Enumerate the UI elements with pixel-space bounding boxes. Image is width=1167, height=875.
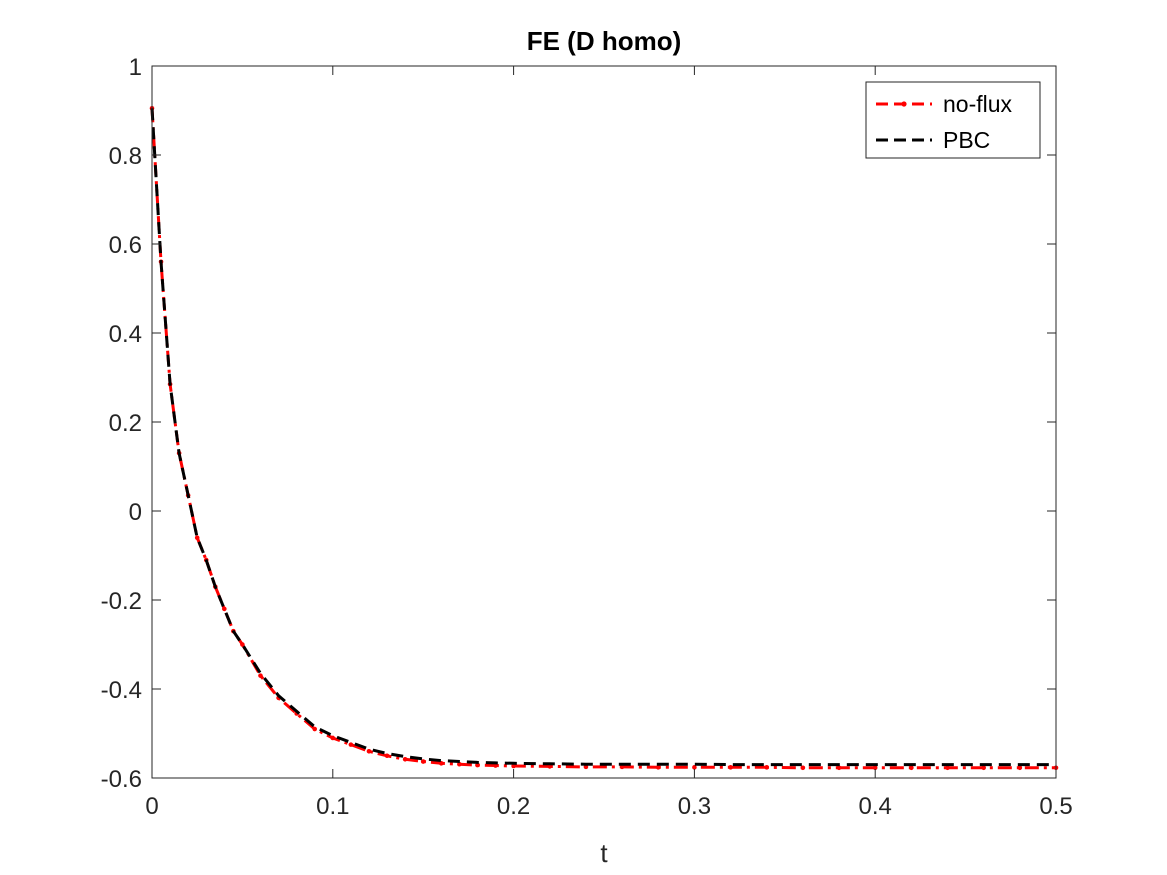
data-point-no-flux: [384, 753, 390, 759]
data-point-no-flux: [511, 763, 516, 769]
data-point-no-flux: [420, 759, 426, 764]
data-point-no-flux: [457, 761, 462, 767]
data-point-no-flux: [348, 742, 354, 747]
legend: no-flux PBC: [865, 81, 1041, 159]
data-point-no-flux: [800, 765, 806, 771]
y-tick-label: 0.8: [109, 143, 142, 170]
data-point-no-flux: [872, 765, 878, 771]
x-axis-label: t: [600, 838, 608, 868]
legend-marker-no-flux: [901, 101, 907, 107]
data-point-no-flux: [222, 606, 227, 612]
y-tick-label: -0.4: [101, 677, 142, 704]
plot-area: [152, 66, 1056, 778]
legend-label-pbc: PBC: [943, 127, 990, 153]
data-point-no-flux: [438, 761, 444, 766]
ticks-layer: 0 0.1 0.2 0.3 0.4 0.5 -0.6 -0.4 -0.2 0 0.2 0.4 0.6 0.…: [101, 54, 1073, 820]
y-tick-label: 0: [129, 499, 142, 526]
data-point-no-flux: [366, 749, 372, 754]
y-tick-label: 1: [129, 54, 142, 81]
y-tick-label: -0.6: [101, 766, 142, 793]
data-point-no-flux: [1017, 765, 1023, 771]
legend-box: [865, 81, 1041, 159]
data-point-no-flux: [583, 764, 589, 770]
data-point-no-flux: [655, 765, 661, 770]
data-point-no-flux: [240, 642, 245, 647]
data-point-no-flux: [475, 762, 480, 768]
data-point-no-flux: [402, 757, 408, 762]
data-point-no-flux: [194, 535, 200, 540]
x-tick-label: 0.4: [859, 793, 892, 820]
x-tick-label: 0.1: [316, 793, 349, 820]
chart-title: FE (D homo): [527, 26, 682, 56]
data-point-no-flux: [945, 765, 950, 771]
data-point-no-flux: [836, 765, 842, 771]
series-line-pbc: [150, 108, 1056, 767]
data-point-no-flux: [692, 765, 697, 770]
x-tick-label: 0.5: [1039, 793, 1072, 820]
x-tick-label: 0.3: [678, 793, 711, 820]
y-tick-label: -0.2: [101, 588, 142, 615]
data-point-no-flux: [330, 735, 336, 741]
legend-label-no-flux: no-flux: [943, 91, 1013, 117]
y-tick-label: 0.6: [109, 232, 142, 259]
data-point-no-flux: [764, 765, 770, 770]
data-point-no-flux: [981, 765, 986, 771]
data-point-no-flux: [909, 765, 914, 771]
x-tick-label: 0.2: [497, 793, 530, 820]
data-point-no-flux: [619, 764, 625, 770]
data-point-no-flux: [258, 673, 263, 678]
x-tick-label: 0: [145, 793, 158, 820]
y-tick-label: 0.2: [109, 410, 142, 437]
series-layer: [149, 105, 1059, 771]
data-point-no-flux: [728, 765, 733, 770]
y-tick-label: 0.4: [109, 321, 142, 348]
data-point-no-flux: [312, 726, 318, 732]
axes-box: [151, 65, 1057, 779]
